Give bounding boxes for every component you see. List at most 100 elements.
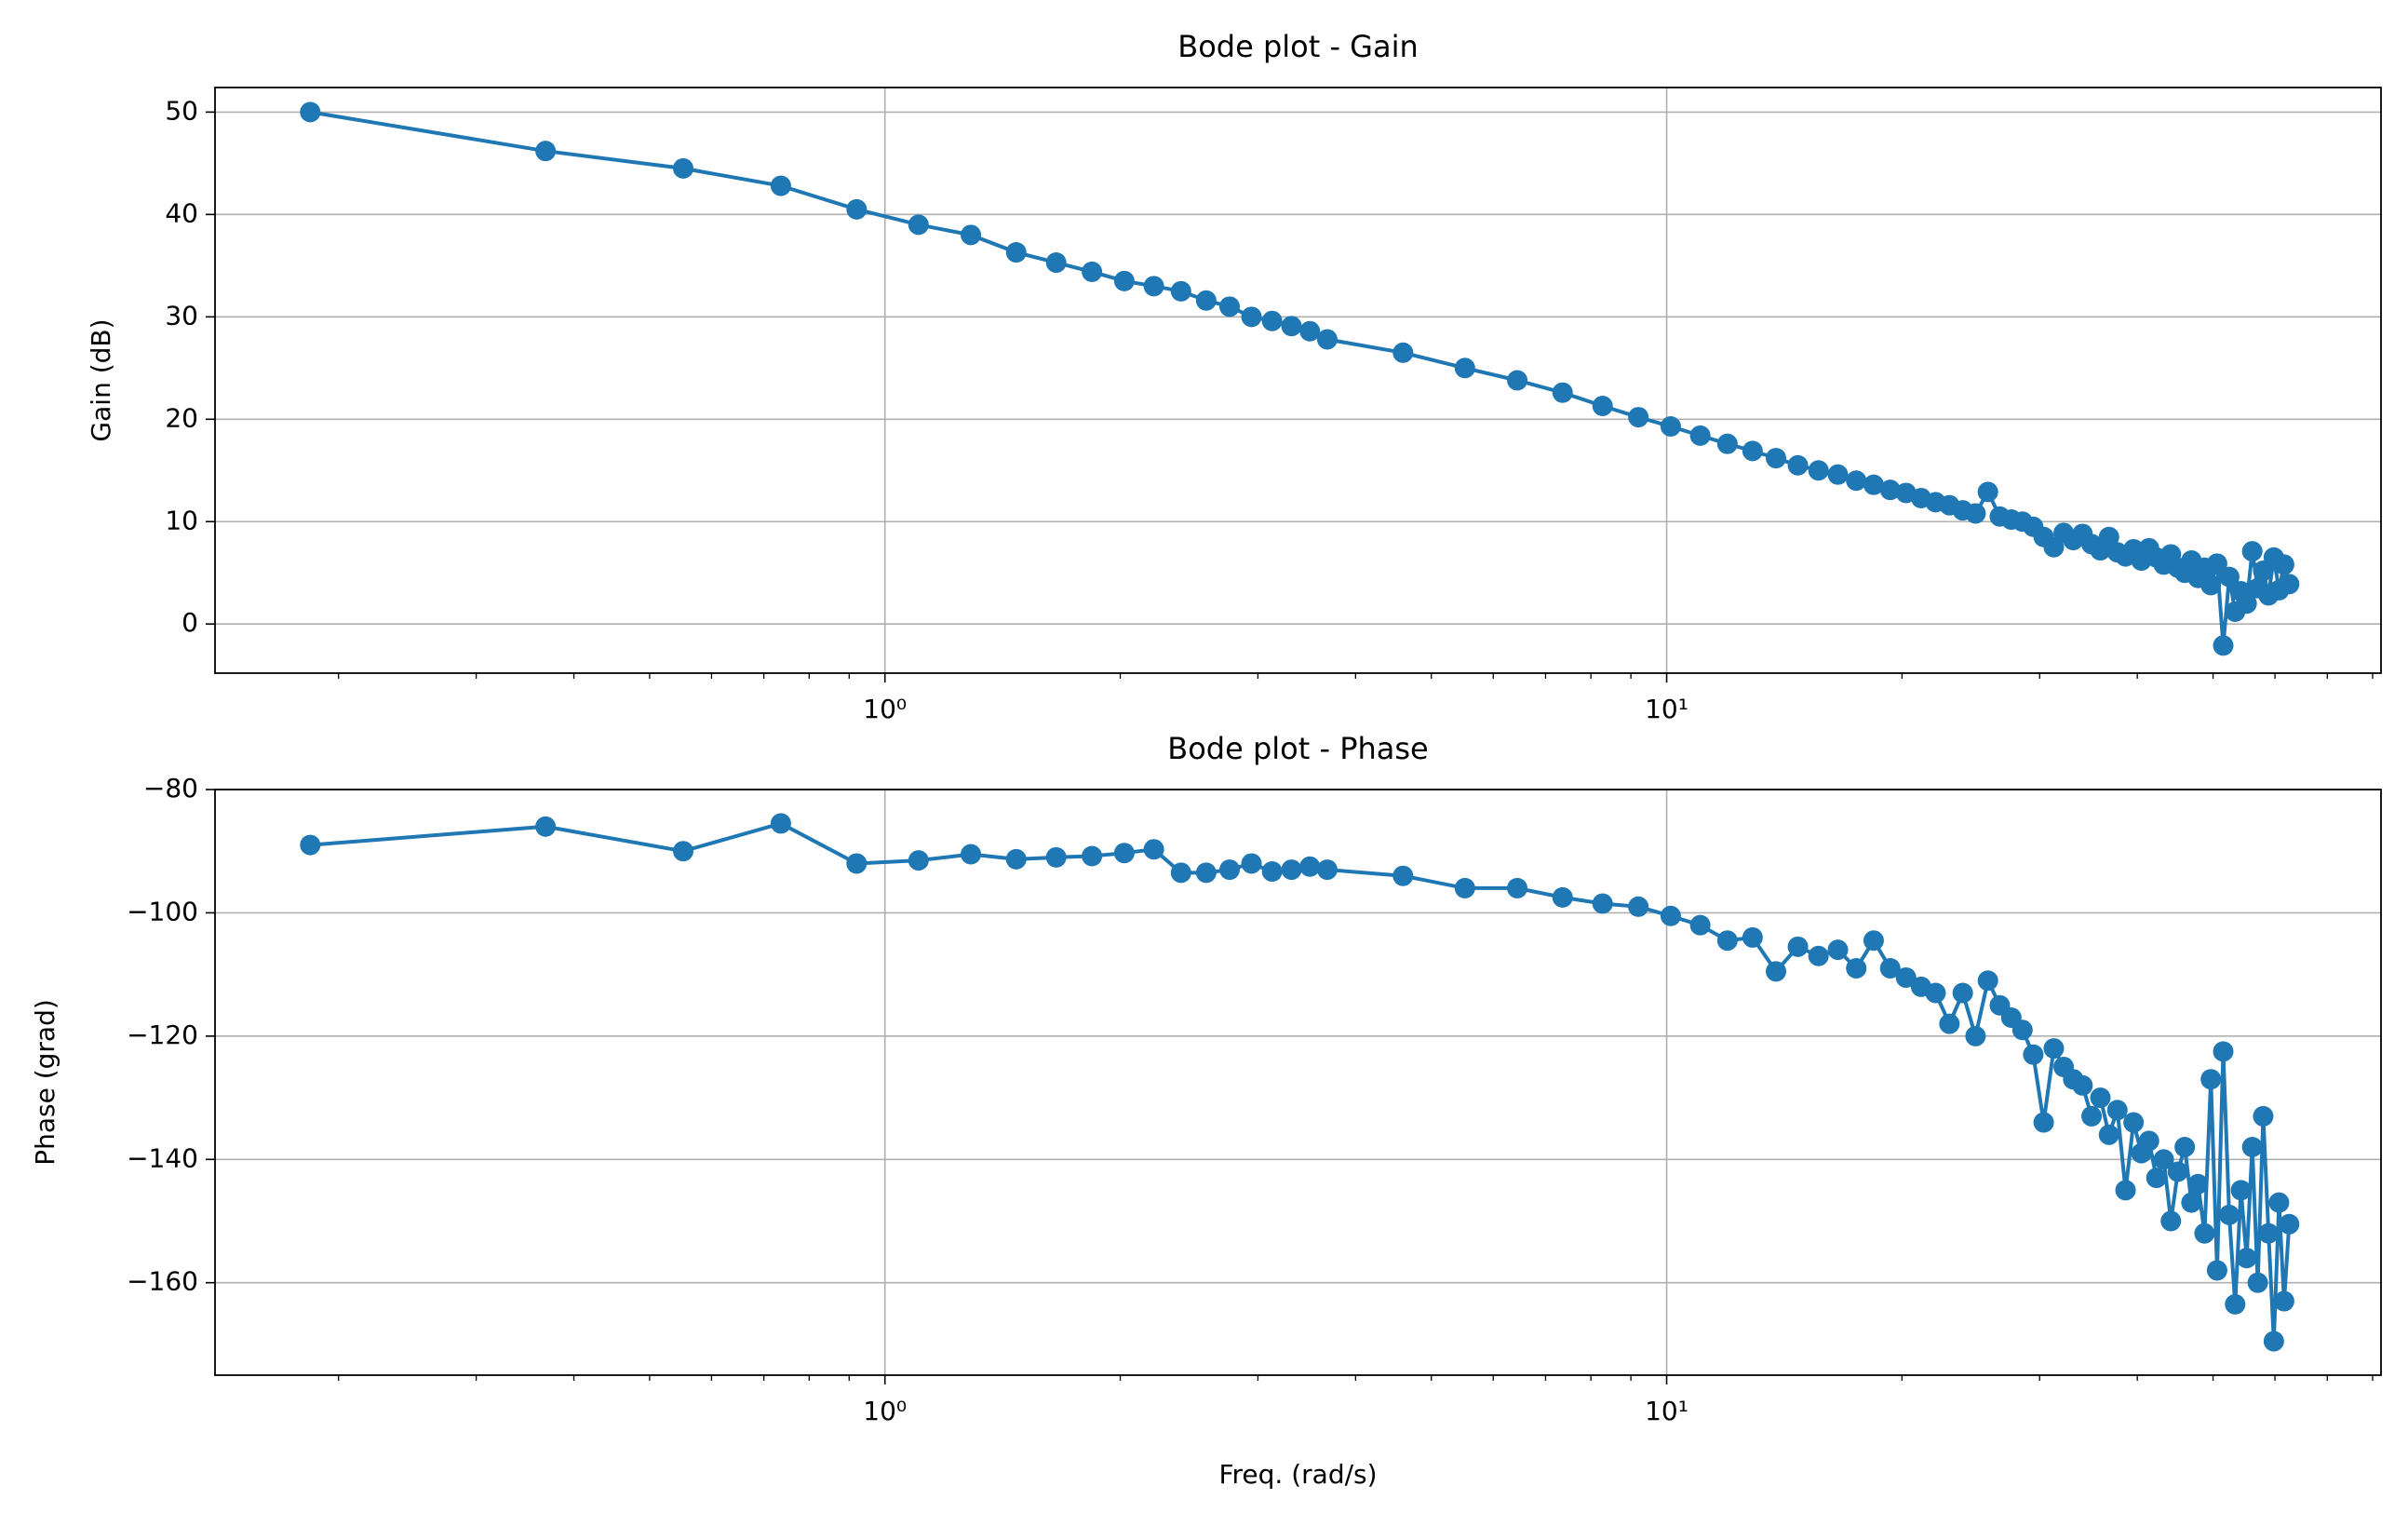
data-point [2033,1112,2054,1133]
data-point [1846,958,1867,979]
data-point [1241,853,1262,874]
data-point [1113,843,1135,864]
y-axis-label: Phase (grad) [30,999,61,1166]
data-point [1219,296,1241,317]
data-point [2258,1222,2280,1244]
data-point [1113,270,1135,291]
data-point [1082,845,1103,867]
data-point [2023,1044,2044,1065]
data-point [2253,1105,2274,1127]
data-point [2138,1130,2159,1152]
data-point [1689,425,1711,446]
x-axis-label: Freq. (rad/s) [1218,1459,1377,1490]
data-point [1592,395,1613,416]
data-point [2115,1180,2136,1201]
data-point [1552,886,1573,908]
data-point [2200,574,2222,596]
data-point [1299,856,1321,877]
y-tick-label: 30 [165,300,198,331]
data-point [2279,574,2300,595]
data-point [1170,280,1191,302]
data-point [2123,1112,2145,1133]
data-point [1195,862,1217,884]
data-point [908,214,929,236]
data-point [1507,877,1528,898]
data-point [1195,290,1217,311]
data-point [2072,1074,2093,1096]
data-point [1628,896,1649,917]
data-point [535,816,557,837]
data-point [1045,846,1067,868]
data-point [1952,982,1973,1004]
data-point [1863,930,1884,952]
data-point [1808,460,1829,481]
data-point [2236,1248,2257,1269]
y-tick-label: −140 [127,1142,198,1173]
data-point [1879,479,1901,501]
data-point [1454,877,1475,898]
plot-area [300,813,2300,1352]
data-point [846,198,868,220]
data-point [961,224,982,246]
data-point [1827,939,1849,961]
data-point [672,157,693,179]
data-point [2206,1260,2227,1281]
data-point [2146,1168,2167,1189]
data-point [1281,316,1302,337]
data-point [1082,261,1103,282]
data-point [2218,1204,2240,1225]
y-tick-label: 50 [165,95,198,126]
data-point [1925,982,1946,1004]
data-point [2263,1330,2284,1352]
data-point [1628,407,1649,428]
data-point [2273,554,2294,575]
x-tick-label: 10¹ [1645,1396,1688,1426]
data-point [1689,914,1711,936]
data-point [672,841,693,862]
data-point [2011,1020,2033,1041]
data-point [2043,1038,2065,1060]
data-point [770,175,791,196]
data-point [2174,1137,2196,1158]
data-point [1507,370,1528,391]
data-point [1170,862,1191,884]
data-point [1660,905,1681,926]
y-tick-label: 40 [165,197,198,228]
data-point [2236,593,2257,614]
data-point [1895,966,1917,988]
data-point [1742,440,1763,462]
data-point [846,853,868,874]
data-point [2187,1173,2209,1195]
data-point [1219,859,1241,881]
chart-title: Bode plot - Phase [1167,731,1428,766]
y-axis-label: Gain (dB) [86,318,116,441]
data-point [1392,865,1414,886]
data-point [1787,454,1809,476]
data-point [2153,1149,2174,1170]
data-point [1965,503,1986,524]
data-point [2241,1137,2263,1158]
data-point [1143,276,1164,297]
data-point [2181,1192,2202,1213]
data-point [1552,382,1573,403]
data-point [2043,536,2065,558]
data-point [2268,1192,2290,1213]
y-tick-label: 10 [165,505,198,535]
data-point [2200,1069,2222,1090]
data-point [2106,1100,2128,1121]
y-tick-label: −160 [127,1266,198,1297]
data-point [1716,433,1738,454]
data-point [1592,893,1613,914]
data-point [1827,464,1849,485]
data-point [300,834,321,856]
data-point [2206,553,2227,574]
chart-title: Bode plot - Gain [1177,29,1419,64]
y-tick-label: −120 [127,1020,198,1050]
data-point [1316,329,1338,350]
data-point [2225,1293,2246,1315]
plot-area [300,101,2300,656]
data-point [1787,936,1809,957]
data-point [1299,320,1321,342]
data-point [1454,358,1475,379]
